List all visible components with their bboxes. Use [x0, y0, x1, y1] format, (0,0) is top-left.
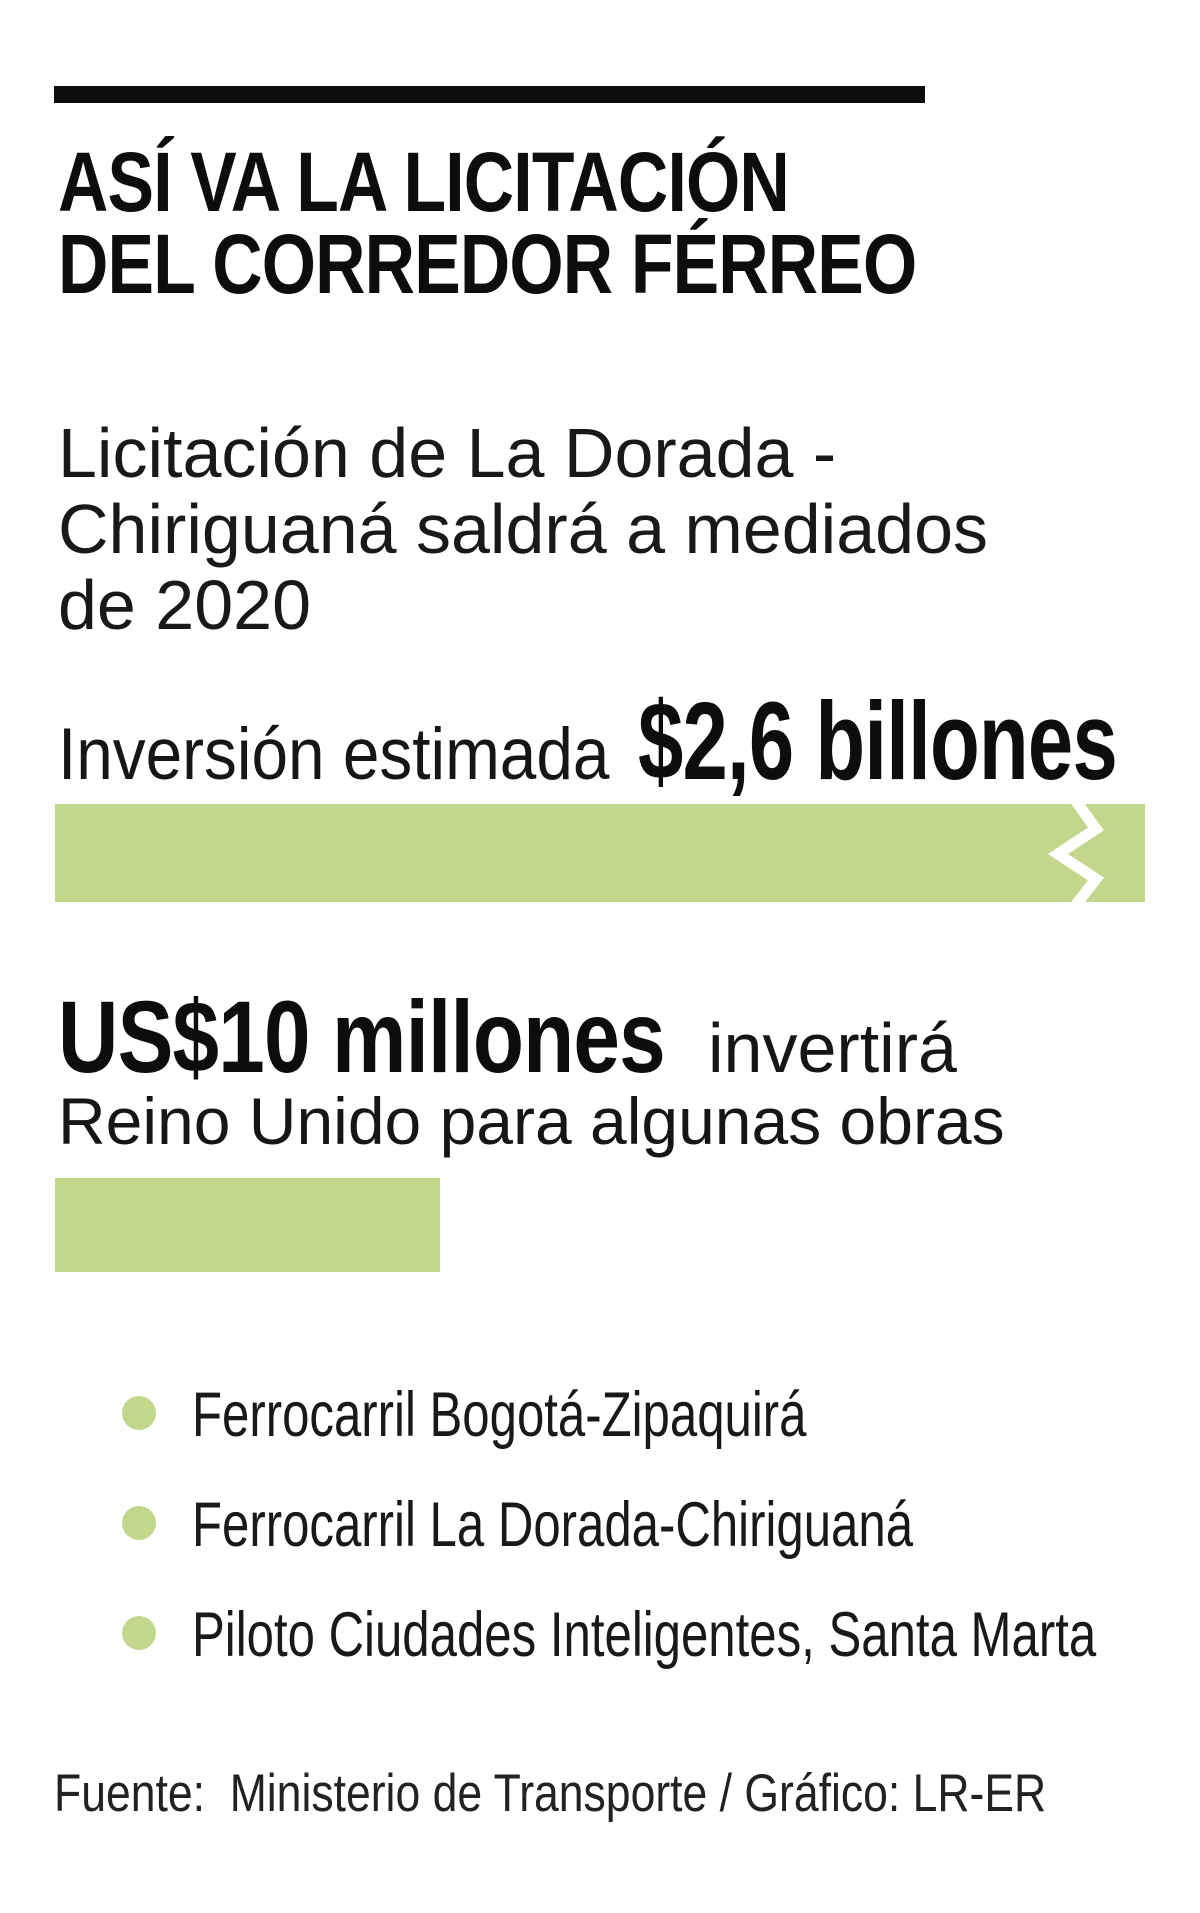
- estimated-investment-label: Inversión estimada: [58, 714, 610, 795]
- bullet-dot-icon: [122, 1396, 156, 1430]
- subtitle-line1: Licitación de La Dorada -: [58, 414, 837, 492]
- bullet-dot-icon: [122, 1616, 156, 1650]
- page-title-line1: ASÍ VA LA LICITACIÓN: [58, 135, 790, 229]
- subtitle-line3: de 2020: [58, 566, 312, 644]
- project-item-3: Piloto Ciudades Inteligentes, Santa Mart…: [192, 1600, 1097, 1670]
- investment-bar: [55, 804, 1145, 902]
- project-item-1: Ferrocarril Bogotá-Zipaquirá: [192, 1380, 807, 1450]
- uk-investment-verb: invertirá: [708, 1009, 957, 1087]
- project-item-2: Ferrocarril La Dorada-Chiriguaná: [192, 1490, 914, 1560]
- uk-investment-description: Reino Unido para algunas obras: [58, 1084, 1005, 1158]
- page-title-line2: DEL CORREDOR FÉRREO: [58, 217, 917, 311]
- bar-break-zigzag-icon: [1047, 804, 1104, 902]
- subtitle-line2: Chiriguaná saldrá a mediados: [58, 490, 988, 568]
- top-rule: [54, 86, 925, 103]
- estimated-investment-value: $2,6 billones: [638, 680, 1118, 803]
- uk-investment-amount: US$10 millones: [58, 980, 666, 1094]
- page-title: ASÍ VA LA LICITACIÓN DEL CORREDOR FÉRREO: [58, 135, 917, 311]
- source-credit: Fuente: Ministerio de Transporte / Gráfi…: [54, 1764, 1047, 1823]
- investment-bar-fill: [55, 804, 1145, 902]
- uk-investment-bar: [55, 1178, 440, 1272]
- subtitle: Licitación de La Dorada - Chiriguaná sal…: [58, 415, 988, 643]
- bullet-dot-icon: [122, 1506, 156, 1540]
